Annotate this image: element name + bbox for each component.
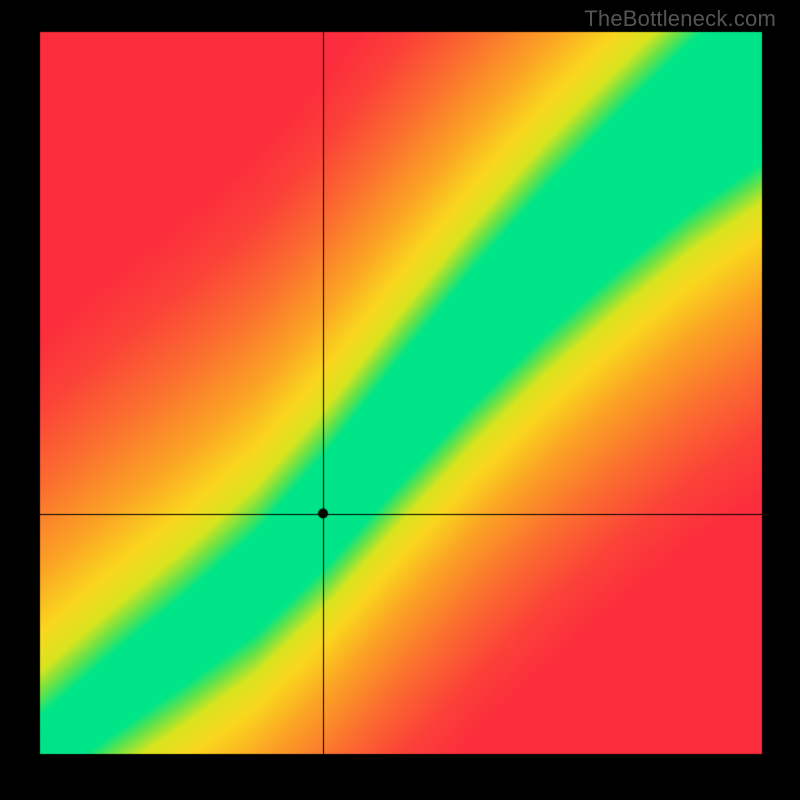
- watermark-text: TheBottleneck.com: [584, 6, 776, 32]
- bottleneck-heatmap: [0, 0, 800, 800]
